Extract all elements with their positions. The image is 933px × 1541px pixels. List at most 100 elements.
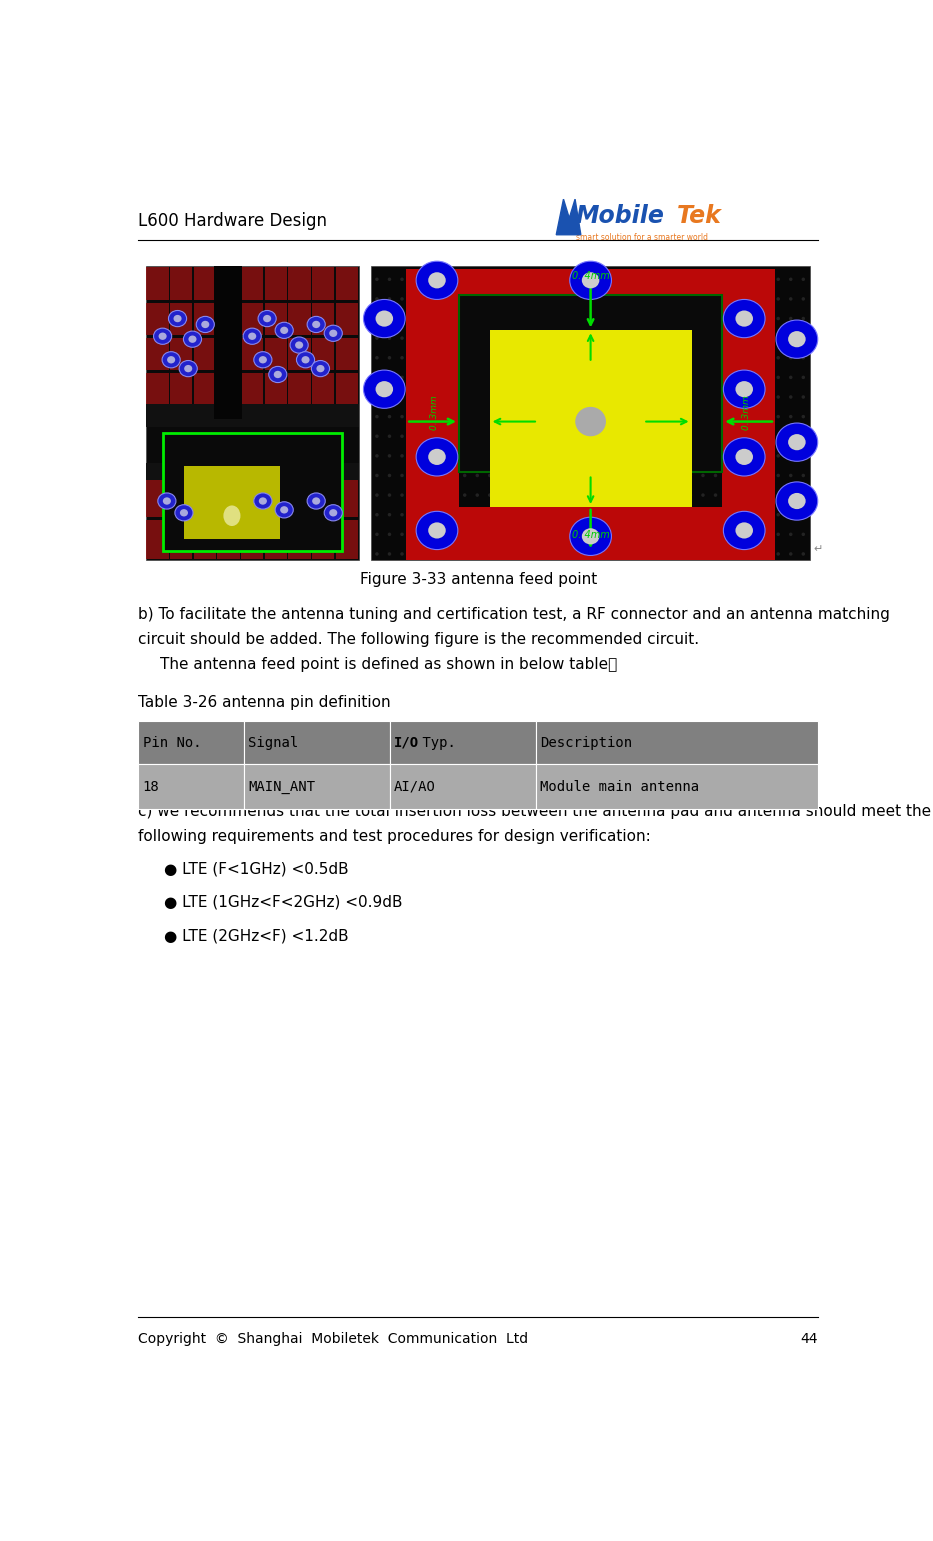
Ellipse shape xyxy=(400,394,404,399)
FancyBboxPatch shape xyxy=(146,337,169,370)
FancyBboxPatch shape xyxy=(244,764,390,809)
FancyBboxPatch shape xyxy=(288,337,311,370)
Ellipse shape xyxy=(576,297,579,300)
Ellipse shape xyxy=(689,317,692,321)
Ellipse shape xyxy=(488,533,492,536)
FancyBboxPatch shape xyxy=(217,337,240,370)
Ellipse shape xyxy=(789,415,792,419)
Ellipse shape xyxy=(513,513,517,516)
FancyBboxPatch shape xyxy=(241,521,263,559)
Ellipse shape xyxy=(364,299,405,337)
Ellipse shape xyxy=(601,376,605,379)
Ellipse shape xyxy=(676,336,679,341)
Ellipse shape xyxy=(776,455,780,458)
Ellipse shape xyxy=(438,394,441,399)
Ellipse shape xyxy=(425,277,429,280)
Ellipse shape xyxy=(776,321,817,359)
Ellipse shape xyxy=(412,297,416,300)
Ellipse shape xyxy=(702,317,704,321)
Ellipse shape xyxy=(488,317,492,321)
Ellipse shape xyxy=(412,533,416,536)
FancyBboxPatch shape xyxy=(170,479,192,518)
Ellipse shape xyxy=(451,552,454,556)
Ellipse shape xyxy=(723,299,765,337)
Ellipse shape xyxy=(525,415,529,419)
Ellipse shape xyxy=(375,533,379,536)
Text: 0. 3mm: 0. 3mm xyxy=(430,396,439,430)
FancyBboxPatch shape xyxy=(265,479,287,518)
Ellipse shape xyxy=(538,473,542,478)
Ellipse shape xyxy=(476,415,479,419)
Ellipse shape xyxy=(601,356,605,359)
Ellipse shape xyxy=(751,394,755,399)
Ellipse shape xyxy=(601,533,605,536)
Ellipse shape xyxy=(638,394,642,399)
Ellipse shape xyxy=(501,513,504,516)
Ellipse shape xyxy=(638,297,642,300)
Ellipse shape xyxy=(739,513,743,516)
Ellipse shape xyxy=(626,435,630,438)
Ellipse shape xyxy=(513,533,517,536)
Ellipse shape xyxy=(275,502,293,518)
FancyBboxPatch shape xyxy=(288,267,311,300)
Ellipse shape xyxy=(751,455,755,458)
Ellipse shape xyxy=(714,277,717,280)
Ellipse shape xyxy=(702,455,704,458)
Ellipse shape xyxy=(776,297,780,300)
Ellipse shape xyxy=(582,273,599,288)
FancyBboxPatch shape xyxy=(170,337,192,370)
Ellipse shape xyxy=(550,356,554,359)
Ellipse shape xyxy=(663,533,667,536)
FancyBboxPatch shape xyxy=(536,721,818,764)
Ellipse shape xyxy=(714,435,717,438)
Ellipse shape xyxy=(550,455,554,458)
Ellipse shape xyxy=(626,415,630,419)
Ellipse shape xyxy=(525,336,529,341)
Ellipse shape xyxy=(476,513,479,516)
Ellipse shape xyxy=(564,473,566,478)
Ellipse shape xyxy=(400,277,404,280)
Ellipse shape xyxy=(726,473,730,478)
Ellipse shape xyxy=(388,336,391,341)
Ellipse shape xyxy=(451,455,454,458)
FancyBboxPatch shape xyxy=(194,267,216,300)
Ellipse shape xyxy=(739,455,743,458)
Ellipse shape xyxy=(739,473,743,478)
Ellipse shape xyxy=(275,322,293,339)
Ellipse shape xyxy=(488,394,492,399)
Ellipse shape xyxy=(412,277,416,280)
Ellipse shape xyxy=(438,473,441,478)
Text: L600 Hardware Design: L600 Hardware Design xyxy=(138,213,327,230)
Ellipse shape xyxy=(663,356,667,359)
Ellipse shape xyxy=(525,435,529,438)
FancyBboxPatch shape xyxy=(194,479,216,518)
Ellipse shape xyxy=(801,415,805,419)
Text: 0. 3mm: 0. 3mm xyxy=(742,396,751,430)
Ellipse shape xyxy=(564,552,566,556)
Text: b) To facilitate the antenna tuning and certification test, a RF connector and a: b) To facilitate the antenna tuning and … xyxy=(138,607,890,623)
Ellipse shape xyxy=(174,505,193,521)
Ellipse shape xyxy=(576,336,579,341)
Ellipse shape xyxy=(476,277,479,280)
Ellipse shape xyxy=(676,473,679,478)
Ellipse shape xyxy=(463,356,466,359)
Ellipse shape xyxy=(726,533,730,536)
Ellipse shape xyxy=(550,415,554,419)
Ellipse shape xyxy=(488,435,492,438)
Ellipse shape xyxy=(789,455,792,458)
Ellipse shape xyxy=(714,317,717,321)
Ellipse shape xyxy=(501,455,504,458)
Ellipse shape xyxy=(702,356,704,359)
Ellipse shape xyxy=(488,493,492,496)
Ellipse shape xyxy=(702,336,704,341)
Ellipse shape xyxy=(488,473,492,478)
Ellipse shape xyxy=(626,552,630,556)
Ellipse shape xyxy=(601,435,605,438)
Ellipse shape xyxy=(651,297,655,300)
Ellipse shape xyxy=(613,493,617,496)
Ellipse shape xyxy=(550,473,554,478)
Ellipse shape xyxy=(676,317,679,321)
Ellipse shape xyxy=(188,336,197,342)
Ellipse shape xyxy=(488,415,492,419)
Ellipse shape xyxy=(801,277,805,280)
